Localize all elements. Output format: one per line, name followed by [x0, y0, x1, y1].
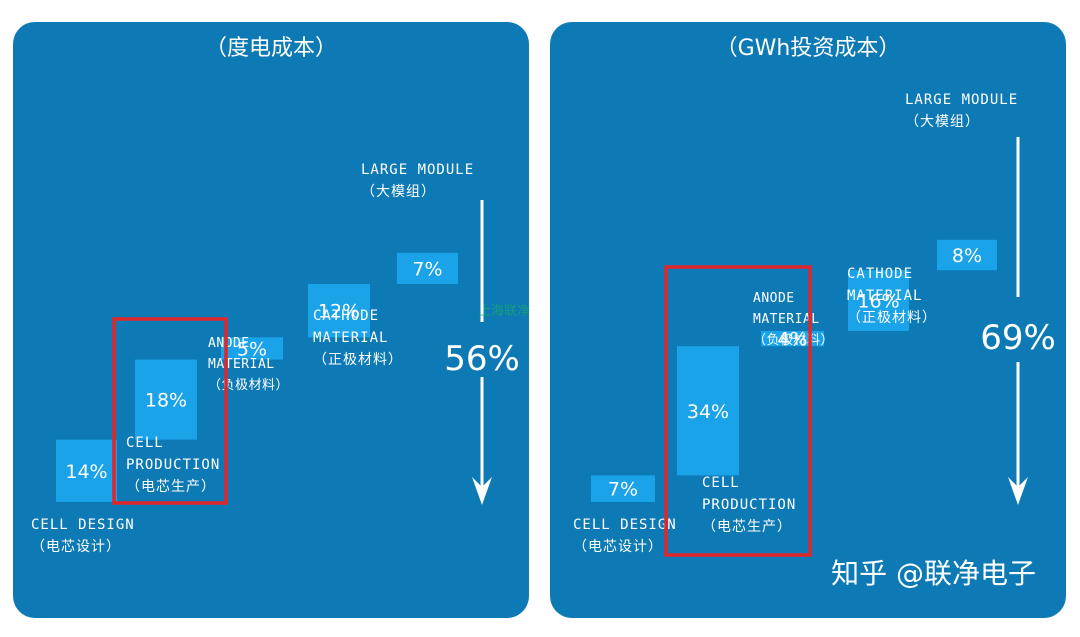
category-label: CELL	[126, 435, 164, 451]
category-label: （大模组）	[361, 184, 436, 200]
chart-panel-lcoe: （度电成本） 14% CELL DESIGN （电芯设计） 18% CELL PRODUCT…	[13, 22, 529, 618]
category-label: PRODUCTION	[702, 497, 796, 513]
category-label: CELL DESIGN	[31, 517, 135, 533]
bar-2	[677, 346, 739, 476]
bar-value-label: 34%	[687, 401, 729, 423]
bar-value-label: 5%	[237, 338, 267, 360]
total-label: 56%	[444, 339, 520, 379]
bar-2	[135, 359, 197, 440]
category-label: （正极材料）	[847, 310, 937, 326]
arrow-down-icon	[472, 477, 492, 505]
waterfall-chart-lcoe: （度电成本） 14% CELL DESIGN （电芯设计） 18% CELL PRODUCT…	[31, 36, 520, 555]
category-label: MATERIAL	[313, 330, 388, 346]
highlight-box	[112, 317, 228, 505]
waterfall-chart-investment: （GWh投资成本） 7% CELL DESIGN （电芯设计） 34% CELL PRODU…	[573, 36, 1056, 557]
category-label: MATERIAL	[753, 312, 820, 327]
category-label: PRODUCTION	[126, 457, 220, 473]
category-label: CELL DESIGN	[573, 517, 677, 533]
category-label: ANODE	[208, 336, 250, 351]
bar-value-label: 16%	[857, 291, 899, 313]
category-label: CATHODE	[313, 308, 379, 324]
bar-value-label: 7%	[412, 258, 442, 280]
bar-value-label: 12%	[318, 301, 360, 323]
center-watermark: 上海联净	[478, 304, 531, 319]
category-label: （电芯生产）	[702, 519, 792, 535]
chart-title: （GWh投资成本）	[716, 36, 901, 61]
category-label: LARGE MODULE	[905, 92, 1018, 108]
bar-value-label: 7%	[608, 479, 638, 501]
category-label: CATHODE	[847, 266, 913, 282]
bar-value-label: 14%	[65, 461, 107, 483]
bar-3	[221, 337, 283, 360]
bar-5	[937, 239, 997, 271]
bar-1	[56, 439, 117, 502]
zhihu-watermark: 知乎 @联净电子	[831, 557, 1036, 590]
category-label: （负极材料）	[753, 333, 834, 348]
category-label: （正极材料）	[313, 352, 403, 368]
total-label: 69%	[980, 318, 1056, 358]
chart-panel-investment: （GWh投资成本） 7% CELL DESIGN （电芯设计） 34% CELL PRODU…	[550, 22, 1066, 618]
category-label: （电芯设计）	[31, 539, 121, 555]
category-label: （电芯设计）	[573, 539, 663, 555]
category-label: LARGE MODULE	[361, 162, 474, 178]
category-label: （大模组）	[905, 114, 980, 130]
category-label: MATERIAL	[208, 357, 275, 372]
category-label: ANODE	[753, 291, 795, 306]
bar-value-label: 4%	[777, 329, 807, 351]
bar-4	[308, 283, 370, 338]
chart-title: （度电成本）	[205, 36, 337, 61]
bar-1	[591, 475, 655, 502]
category-label: （负极材料）	[208, 378, 289, 393]
category-label: CELL	[702, 475, 740, 491]
category-label: （电芯生产）	[126, 479, 216, 495]
bar-4	[848, 270, 909, 331]
category-label: MATERIAL	[847, 288, 922, 304]
bar-value-label: 8%	[952, 245, 982, 267]
bar-5	[397, 252, 458, 284]
bar-value-label: 18%	[145, 390, 187, 412]
arrow-down-icon	[1008, 477, 1028, 505]
highlight-box	[664, 265, 812, 557]
